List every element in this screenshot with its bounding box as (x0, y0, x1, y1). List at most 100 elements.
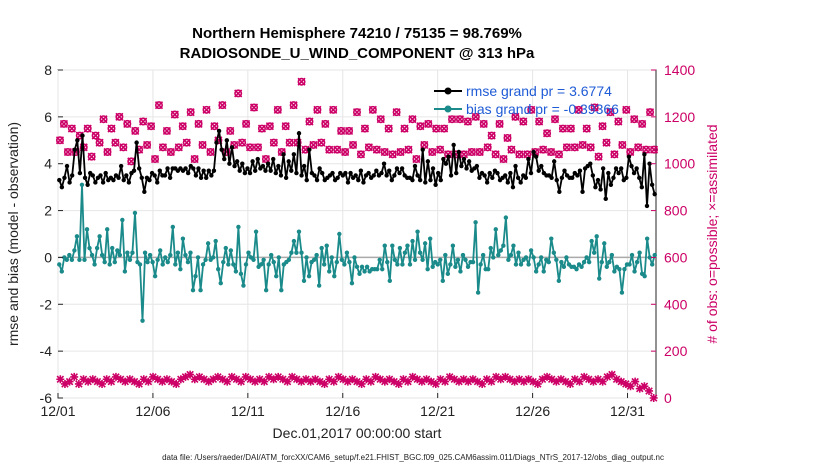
rmse-point (531, 149, 536, 155)
bias-point (77, 257, 82, 262)
rmse-point (136, 166, 142, 171)
rmse-point (397, 170, 402, 176)
obs-possible-marker (646, 108, 655, 117)
obs-possible-cross (388, 150, 397, 159)
obs-possible-marker (250, 103, 259, 112)
obs-assimilated-marker (264, 372, 273, 381)
bias-point (216, 266, 221, 272)
obs-possible-cross (285, 138, 294, 147)
bias-point (324, 243, 329, 248)
obs-possible-marker (392, 108, 401, 117)
bias-point (178, 266, 183, 272)
rmse-point (528, 170, 534, 176)
rmse-point (631, 170, 637, 176)
obs-possible-marker (253, 143, 262, 152)
obs-possible-marker (558, 124, 567, 133)
obs-possible-marker (487, 131, 496, 140)
y-axis-left-ticks: -6 -4 -2 0 2 4 6 8 (40, 62, 63, 406)
bias-point (155, 257, 160, 262)
bias-point (589, 238, 594, 244)
bias-point (110, 245, 115, 251)
bias-point (531, 255, 536, 260)
obs-possible-cross (558, 124, 567, 133)
obs-possible-marker (570, 143, 579, 152)
y-left-tick-label: 8 (44, 62, 52, 78)
rmse-point (454, 170, 459, 176)
obs-possible-cross (618, 140, 627, 150)
rmse-point (595, 177, 601, 183)
rmse-point (201, 168, 206, 173)
obs-possible-marker (412, 155, 421, 164)
obs-possible-marker (123, 119, 132, 128)
bias-point (634, 259, 640, 265)
rmse-point (608, 182, 614, 187)
rmse-point (206, 168, 211, 173)
bias-point (127, 257, 133, 262)
obs-assimilated-marker (241, 372, 250, 381)
bias-point (564, 255, 569, 260)
obs-possible-marker (107, 124, 116, 133)
bias-point (74, 234, 80, 239)
rmse-point (196, 166, 201, 171)
obs-possible-cross (218, 101, 227, 110)
obs-assimilated-marker (422, 375, 431, 384)
rmse-point (647, 161, 652, 166)
obs-assimilated-marker (311, 375, 320, 384)
bias-point (415, 229, 420, 234)
rmse-point (603, 196, 608, 202)
bias-point (332, 273, 337, 279)
bias-point (448, 262, 453, 267)
bias-point (387, 278, 393, 284)
bias-point (486, 266, 491, 272)
rmse-point (57, 177, 62, 183)
obs-possible-cross (246, 143, 255, 152)
obs-assimilated-marker (492, 372, 501, 381)
obs-possible-marker (95, 138, 104, 147)
rmse-point (82, 175, 88, 180)
obs-possible-cross (649, 145, 659, 154)
obs-possible-cross (356, 150, 366, 159)
obs-possible-marker (364, 143, 373, 152)
obs-possible-cross (238, 138, 247, 147)
bias-point (604, 264, 609, 269)
obs-possible-marker (119, 143, 128, 152)
rmse-point (353, 173, 358, 178)
obs-possible-cross (634, 143, 643, 152)
obs-possible-cross (194, 119, 203, 128)
obs-assimilated-marker (584, 375, 593, 384)
rmse-point (263, 168, 268, 173)
obs-possible-marker (67, 124, 76, 133)
obs-possible-marker (634, 143, 643, 152)
obs-possible-marker (194, 119, 203, 128)
y-axis-right-ticks: 0 200 400 600 800 1000 1200 1400 (651, 62, 695, 406)
obs-possible-cross (606, 108, 615, 117)
bias-point (57, 262, 62, 267)
obs-possible-marker (297, 77, 306, 86)
obs-possible-marker (151, 155, 160, 164)
obs-possible-cross (91, 131, 100, 140)
x-tick-label: 12/06 (135, 403, 170, 419)
obs-assimilated-marker (566, 379, 575, 388)
x-axis-ticks: 12/01 12/06 12/11 12/16 12/21 12/26 12/31 (40, 393, 645, 419)
rmse-point (335, 175, 340, 180)
obs-possible-marker (55, 136, 64, 145)
bias-point (561, 264, 567, 269)
bias-point (231, 262, 236, 267)
bias-point (523, 255, 529, 260)
obs-possible-marker (182, 138, 191, 147)
obs-assimilated-marker (612, 375, 621, 384)
rmse-point (642, 152, 647, 157)
rmse-point (598, 187, 603, 192)
bias-point (115, 248, 120, 253)
rmse-point (111, 177, 116, 183)
obs-assimilated-marker (366, 377, 375, 386)
bias-point (417, 250, 423, 255)
obs-possible-marker (372, 145, 381, 154)
bias-point (286, 257, 292, 262)
obs-possible-marker (309, 140, 318, 149)
obs-possible-marker (396, 148, 405, 157)
obs-assimilated-marker (158, 377, 167, 386)
rmse-point (490, 175, 495, 180)
obs-possible-marker (305, 117, 314, 126)
rmse-point (167, 175, 173, 180)
